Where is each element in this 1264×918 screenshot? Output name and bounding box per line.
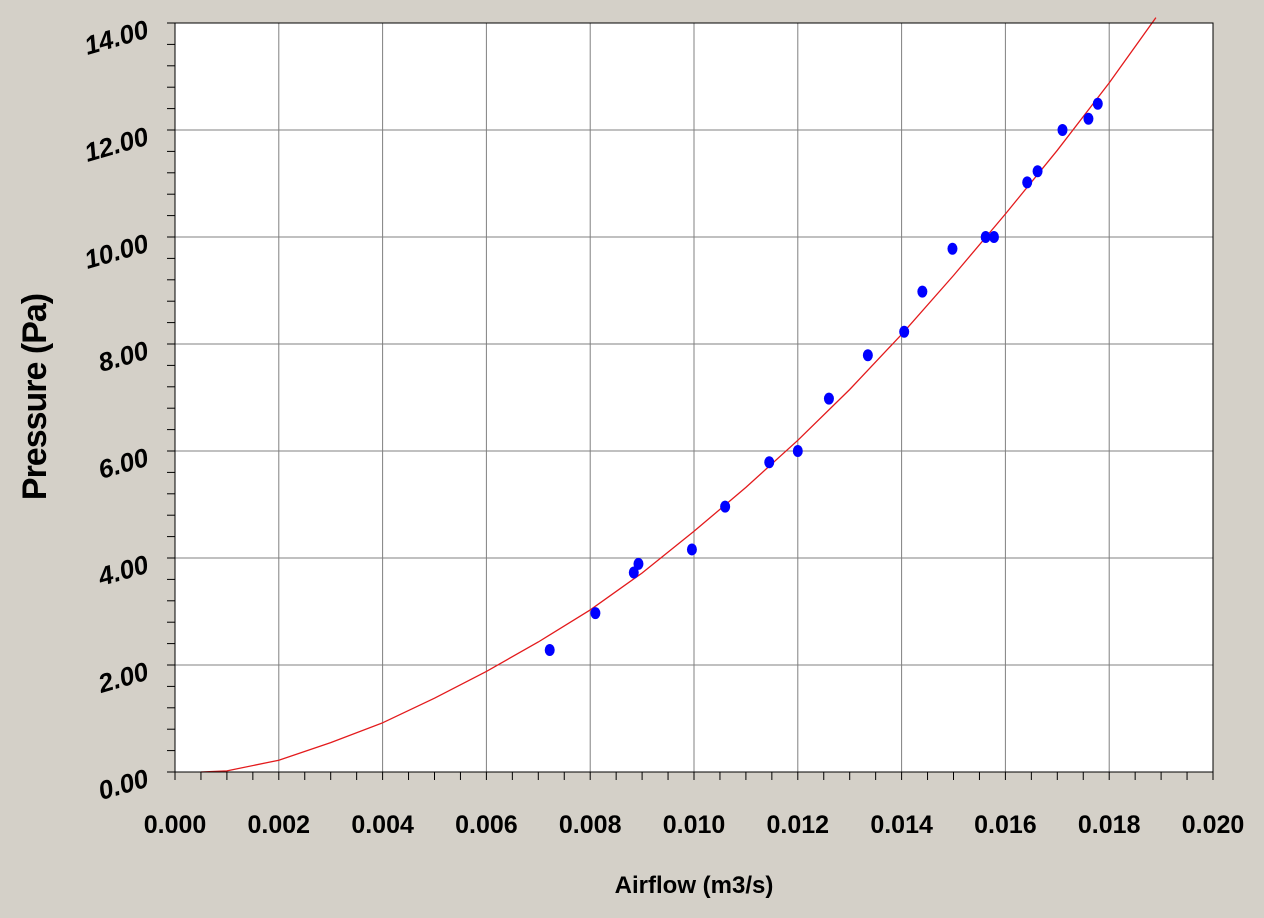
data-point (628, 566, 639, 579)
data-point (633, 557, 644, 570)
x-tick-label: 0.018 (1078, 811, 1141, 839)
fit-curve (200, 17, 1157, 773)
y-tick-label: 14.00 (81, 14, 152, 61)
y-tick-label: 10.00 (81, 228, 152, 275)
y-tick-labels: 0.00 2.00 4.00 6.00 8.00 10.00 12.00 14.00 (81, 14, 152, 806)
data-point (686, 543, 697, 556)
data-point (1083, 112, 1094, 125)
data-point (720, 500, 731, 513)
data-point (1032, 165, 1043, 178)
x-tick-label: 0.012 (767, 811, 830, 839)
x-tick-label: 0.008 (559, 811, 622, 839)
x-tick-label: 0.000 (144, 811, 207, 839)
minor-tick-layer (167, 22, 1214, 780)
data-point (980, 231, 991, 243)
data-point (792, 445, 803, 457)
x-tick-label: 0.010 (663, 811, 726, 839)
data-point (544, 644, 555, 657)
data-point (917, 285, 928, 298)
data-point (1092, 97, 1103, 110)
x-axis-title: Airflow (m3/s) (615, 872, 774, 899)
point-layer (544, 97, 1103, 657)
y-tick-label: 6.00 (95, 442, 152, 485)
data-point (862, 349, 873, 362)
y-tick-label: 2.00 (94, 656, 152, 699)
y-tick-label: 12.00 (81, 121, 152, 168)
data-point (823, 392, 834, 405)
y-tick-label: 4.00 (94, 549, 152, 592)
x-tick-label: 0.006 (455, 811, 518, 839)
fit-layer (200, 17, 1157, 773)
y-tick-label: 0.00 (95, 763, 152, 806)
data-point (764, 456, 775, 469)
x-tick-label: 0.016 (974, 811, 1037, 839)
y-axis-title: Pressure (Pa) (16, 294, 54, 500)
y-tick-label: 8.00 (95, 335, 152, 378)
x-tick-label: 0.004 (351, 811, 414, 839)
x-tick-labels: 0.000 0.002 0.004 0.006 0.008 0.010 0.012 0.014… (144, 811, 1245, 839)
data-point (1022, 176, 1033, 189)
data-point (988, 231, 999, 243)
x-tick-label: 0.014 (870, 811, 933, 839)
data-point (947, 242, 958, 255)
data-point (1057, 124, 1068, 136)
x-tick-label: 0.020 (1182, 811, 1245, 839)
data-point (899, 325, 910, 338)
plot-border (174, 22, 1214, 773)
data-point (590, 607, 601, 620)
x-tick-label: 0.002 (248, 811, 311, 839)
